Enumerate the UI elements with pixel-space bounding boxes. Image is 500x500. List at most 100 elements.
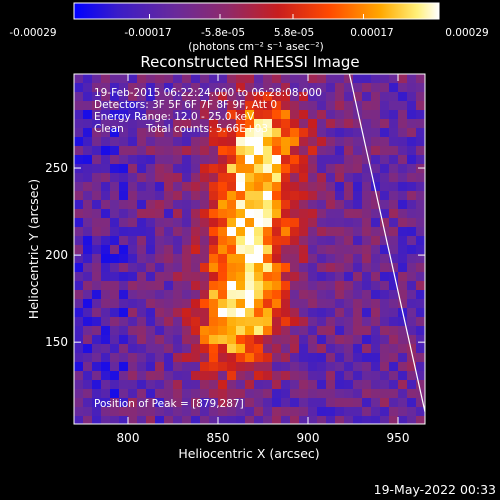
heatmap-cell <box>326 281 336 291</box>
heatmap-cell <box>155 245 165 255</box>
heatmap-cell <box>317 254 327 264</box>
y-tick-label-150: 150 <box>45 335 68 349</box>
heatmap-cell <box>119 155 129 165</box>
heatmap-cell <box>128 137 138 147</box>
heatmap-cell <box>254 272 264 282</box>
heatmap-cell <box>83 353 93 363</box>
colorbar-tick-label-1: -0.00017 <box>124 27 171 39</box>
heatmap-cell <box>416 380 425 390</box>
heatmap-cell <box>263 155 273 165</box>
heatmap-cell <box>389 317 399 327</box>
heatmap-cell <box>200 308 210 318</box>
heatmap-cell <box>191 146 201 156</box>
heatmap-cell <box>245 218 255 228</box>
heatmap-cell <box>155 371 165 381</box>
heatmap-cell <box>209 308 219 318</box>
heatmap-cell <box>101 407 111 417</box>
heatmap-cell <box>173 227 183 237</box>
heatmap-cell <box>353 110 363 120</box>
heatmap-cell <box>335 344 345 354</box>
heatmap-cell <box>263 218 273 228</box>
heatmap-cell <box>218 416 228 424</box>
heatmap-cell <box>380 164 390 174</box>
heatmap-cell <box>263 137 273 147</box>
heatmap-cell <box>416 344 425 354</box>
heatmap-cell <box>416 191 425 201</box>
heatmap-cell <box>119 335 129 345</box>
heatmap-cell <box>389 353 399 363</box>
heatmap-cell <box>272 416 282 424</box>
heatmap-cell <box>263 92 273 102</box>
heatmap-cell <box>326 236 336 246</box>
heatmap-cell <box>407 110 417 120</box>
heatmap-cell <box>254 353 264 363</box>
heatmap-cell <box>344 263 354 273</box>
heatmap-cell <box>200 83 210 93</box>
heatmap-cell <box>164 407 174 417</box>
heatmap-cell <box>164 290 174 300</box>
heatmap-cell <box>281 335 291 345</box>
heatmap-cell <box>164 218 174 228</box>
heatmap-cell <box>146 389 156 399</box>
heatmap-cell <box>380 407 390 417</box>
heatmap-cell <box>245 362 255 372</box>
heatmap-cell <box>290 407 300 417</box>
heatmap-cell <box>83 407 93 417</box>
heatmap-cell <box>389 236 399 246</box>
heatmap-cell <box>182 380 192 390</box>
heatmap-cell <box>362 254 372 264</box>
heatmap-cell <box>326 299 336 309</box>
heatmap-cell <box>326 308 336 318</box>
heatmap-cell <box>353 146 363 156</box>
heatmap-cell <box>191 128 201 138</box>
heatmap-cell <box>236 380 246 390</box>
heatmap-cell <box>380 335 390 345</box>
heatmap-cell <box>191 173 201 183</box>
heatmap-cell <box>353 416 363 424</box>
heatmap-cell <box>380 83 390 93</box>
heatmap-cell <box>362 353 372 363</box>
heatmap-cell <box>344 83 354 93</box>
heatmap-cell <box>362 272 372 282</box>
heatmap-cell <box>137 398 147 408</box>
heatmap-cell <box>128 317 138 327</box>
heatmap-cell <box>83 119 93 129</box>
heatmap-cell <box>236 389 246 399</box>
heatmap-cell <box>308 362 318 372</box>
heatmap-cell <box>191 353 201 363</box>
colorbar-tick-label-4: 0.00017 <box>350 27 393 39</box>
heatmap-cell <box>389 389 399 399</box>
heatmap-cell <box>380 182 390 192</box>
heatmap-cell <box>272 119 282 129</box>
heatmap-cell <box>119 137 129 147</box>
heatmap-cell <box>110 245 120 255</box>
heatmap-cell <box>83 290 93 300</box>
heatmap-cell <box>92 74 102 84</box>
heatmap-cell <box>74 74 84 84</box>
heatmap-cell <box>335 110 345 120</box>
heatmap-cell <box>398 128 408 138</box>
heatmap-cell <box>281 155 291 165</box>
heatmap-cell <box>200 101 210 111</box>
heatmap-cell <box>371 245 381 255</box>
heatmap-cell <box>407 317 417 327</box>
heatmap-cell <box>101 173 111 183</box>
heatmap-cell <box>263 83 273 93</box>
heatmap-cell <box>74 155 84 165</box>
heatmap-cell <box>407 209 417 219</box>
heatmap-cell <box>416 299 425 309</box>
heatmap-cell <box>83 146 93 156</box>
heatmap-cell <box>416 407 425 417</box>
heatmap-cell <box>164 362 174 372</box>
heatmap-cell <box>146 317 156 327</box>
heatmap-cell <box>200 182 210 192</box>
heatmap-cell <box>218 146 228 156</box>
heatmap-cell <box>74 407 84 417</box>
heatmap-cell <box>218 398 228 408</box>
heatmap-cell <box>380 353 390 363</box>
heatmap-cell <box>119 344 129 354</box>
heatmap-cell <box>299 254 309 264</box>
heatmap-cell <box>164 164 174 174</box>
heatmap-cell <box>299 362 309 372</box>
heatmap-cell <box>182 119 192 129</box>
